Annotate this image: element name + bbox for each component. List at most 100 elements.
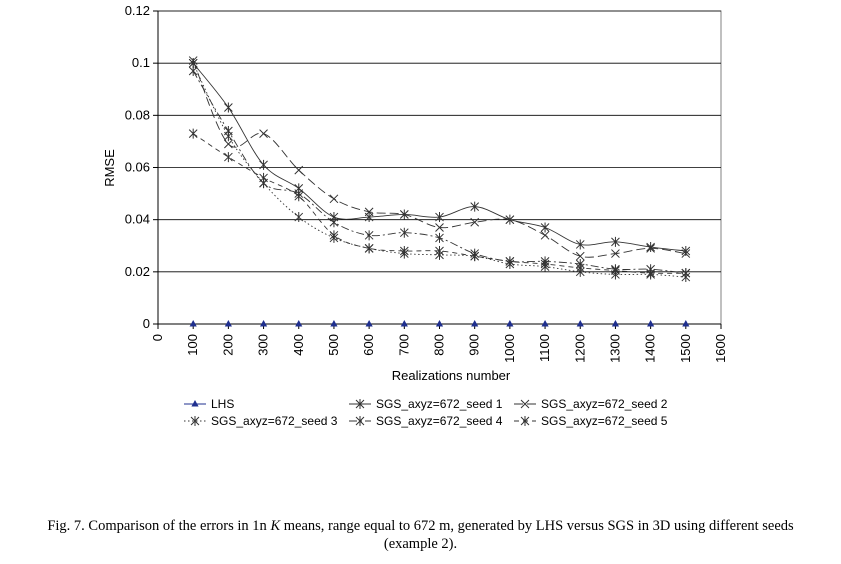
data-point [470, 217, 480, 227]
data-point [190, 416, 200, 426]
x-tick-label: 0 [150, 334, 165, 341]
data-point [364, 243, 374, 254]
x-tick-label: 600 [361, 334, 376, 356]
data-point [540, 230, 550, 240]
data-point [505, 256, 515, 267]
data-point [646, 242, 655, 253]
y-axis-title: RMSE [102, 149, 117, 187]
data-point [435, 232, 444, 243]
data-point [188, 128, 198, 139]
caption-line-2: (example 2). [383, 536, 458, 552]
data-point [329, 217, 339, 228]
legend-label: SGS_axyz=672_seed 3 [211, 414, 338, 428]
data-point [329, 194, 339, 204]
legend-entry-5: SGS_axyz=672_seed 4 [349, 414, 503, 428]
data-point [259, 172, 268, 183]
data-point [506, 320, 514, 327]
data-point [224, 139, 233, 149]
series-1 [189, 320, 690, 327]
data-point [575, 262, 585, 273]
x-tick-label: 100 [185, 334, 200, 356]
series-layer [188, 56, 691, 327]
data-point [611, 265, 620, 276]
caption-k-variable: K [270, 518, 281, 534]
chart: 0 0.02 0.04 0.06 0.08 0.1 0.12 0 100 200 300 400 500… [102, 3, 728, 428]
data-point [611, 249, 620, 258]
legend-entry-3: SGS_axyz=672_seed 2 [514, 397, 668, 411]
data-point [520, 399, 530, 409]
series-3 [188, 56, 691, 261]
data-point [575, 239, 585, 250]
data-point [355, 416, 365, 426]
x-tick-label: 200 [220, 334, 235, 356]
data-point [259, 129, 268, 138]
data-point [541, 320, 549, 327]
legend-entry-6: SGS_axyz=672_seed 5 [514, 414, 668, 428]
data-point [470, 251, 480, 262]
data-point [189, 320, 197, 327]
legend-entry-1: LHS [184, 397, 234, 411]
data-point [520, 416, 530, 426]
legend-label: SGS_axyz=672_seed 2 [541, 397, 668, 411]
data-point [435, 245, 444, 256]
legend-label: SGS_axyz=672_seed 1 [376, 397, 503, 411]
data-point [365, 320, 373, 327]
y-tick-label: 0.04 [125, 212, 150, 227]
data-point [191, 400, 199, 407]
data-point [355, 399, 365, 409]
x-tick-label: 1100 [537, 334, 552, 362]
x-tick-label: 500 [326, 334, 341, 356]
legend-label: SGS_axyz=672_seed 5 [541, 414, 668, 428]
x-tick-label: 1400 [643, 334, 658, 363]
x-tick-label: 1000 [502, 334, 517, 363]
data-point [294, 212, 304, 223]
data-point [364, 230, 374, 241]
data-point [259, 320, 268, 327]
data-point [435, 212, 444, 223]
data-point [294, 165, 304, 175]
data-point [540, 259, 550, 270]
data-point [399, 245, 409, 256]
data-point [681, 245, 691, 256]
figure-caption: Fig. 7. Comparison of the errors in 1n K… [0, 517, 841, 553]
legend-label: LHS [211, 397, 234, 411]
data-point [505, 215, 515, 225]
data-point [575, 251, 585, 261]
data-point [399, 210, 409, 219]
y-tick-label: 0.08 [125, 107, 150, 122]
legend-entry-4: SGS_axyz=672_seed 3 [184, 414, 338, 428]
data-point [400, 320, 408, 327]
y-tick-label: 0.1 [132, 55, 150, 70]
data-point [364, 207, 374, 217]
data-point [435, 320, 444, 327]
data-point [647, 320, 655, 327]
data-point [611, 320, 620, 327]
data-point [330, 320, 338, 327]
x-tick-label: 700 [396, 334, 411, 356]
data-point [295, 320, 303, 327]
data-point [399, 227, 409, 238]
legend: LHS SGS_axyz=672_seed 1 SGS_axyz=672_seed … [184, 397, 668, 428]
y-tick-label: 0.02 [125, 264, 150, 279]
caption-text-part2: means, range equal to 672 m, generated b… [280, 518, 794, 534]
data-point [646, 268, 655, 279]
data-point [224, 152, 233, 163]
series-6 [188, 128, 691, 279]
legend-entry-2: SGS_axyz=672_seed 1 [349, 397, 503, 411]
x-tick-label: 300 [256, 334, 271, 356]
data-point [435, 223, 444, 232]
x-axis-title: Realizations number [392, 368, 511, 383]
data-point [682, 320, 690, 327]
data-point [329, 230, 339, 241]
x-tick-label: 800 [432, 334, 447, 356]
data-point [470, 201, 480, 212]
x-tick-label: 1300 [607, 334, 622, 363]
series-line [192, 133, 686, 274]
data-point [224, 320, 232, 327]
x-tick-label: 1200 [572, 334, 587, 363]
y-tick-label: 0.06 [125, 160, 150, 175]
y-tick-label: 0.12 [125, 3, 150, 18]
legend-label: SGS_axyz=672_seed 4 [376, 414, 503, 428]
tick-labels: 0 0.02 0.04 0.06 0.08 0.1 0.12 0 100 200 300 400 500… [125, 3, 728, 363]
caption-text-part1: Fig. 7. Comparison of the errors in 1n [47, 518, 271, 534]
